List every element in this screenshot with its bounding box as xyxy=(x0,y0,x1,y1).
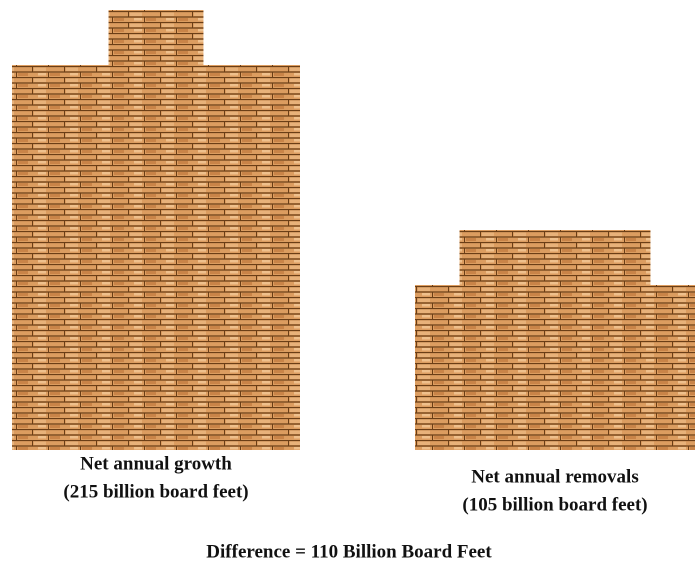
difference-annotation: Difference = 110 Billion Board Feet xyxy=(206,541,492,562)
value-label: (105 billion board feet) xyxy=(462,494,647,515)
lumber-stack xyxy=(415,230,695,450)
lumber-stack xyxy=(12,10,300,450)
category-label: Net annual removals xyxy=(471,466,638,487)
value-label: (215 billion board feet) xyxy=(63,481,248,502)
category-label: Net annual growth xyxy=(80,453,232,474)
